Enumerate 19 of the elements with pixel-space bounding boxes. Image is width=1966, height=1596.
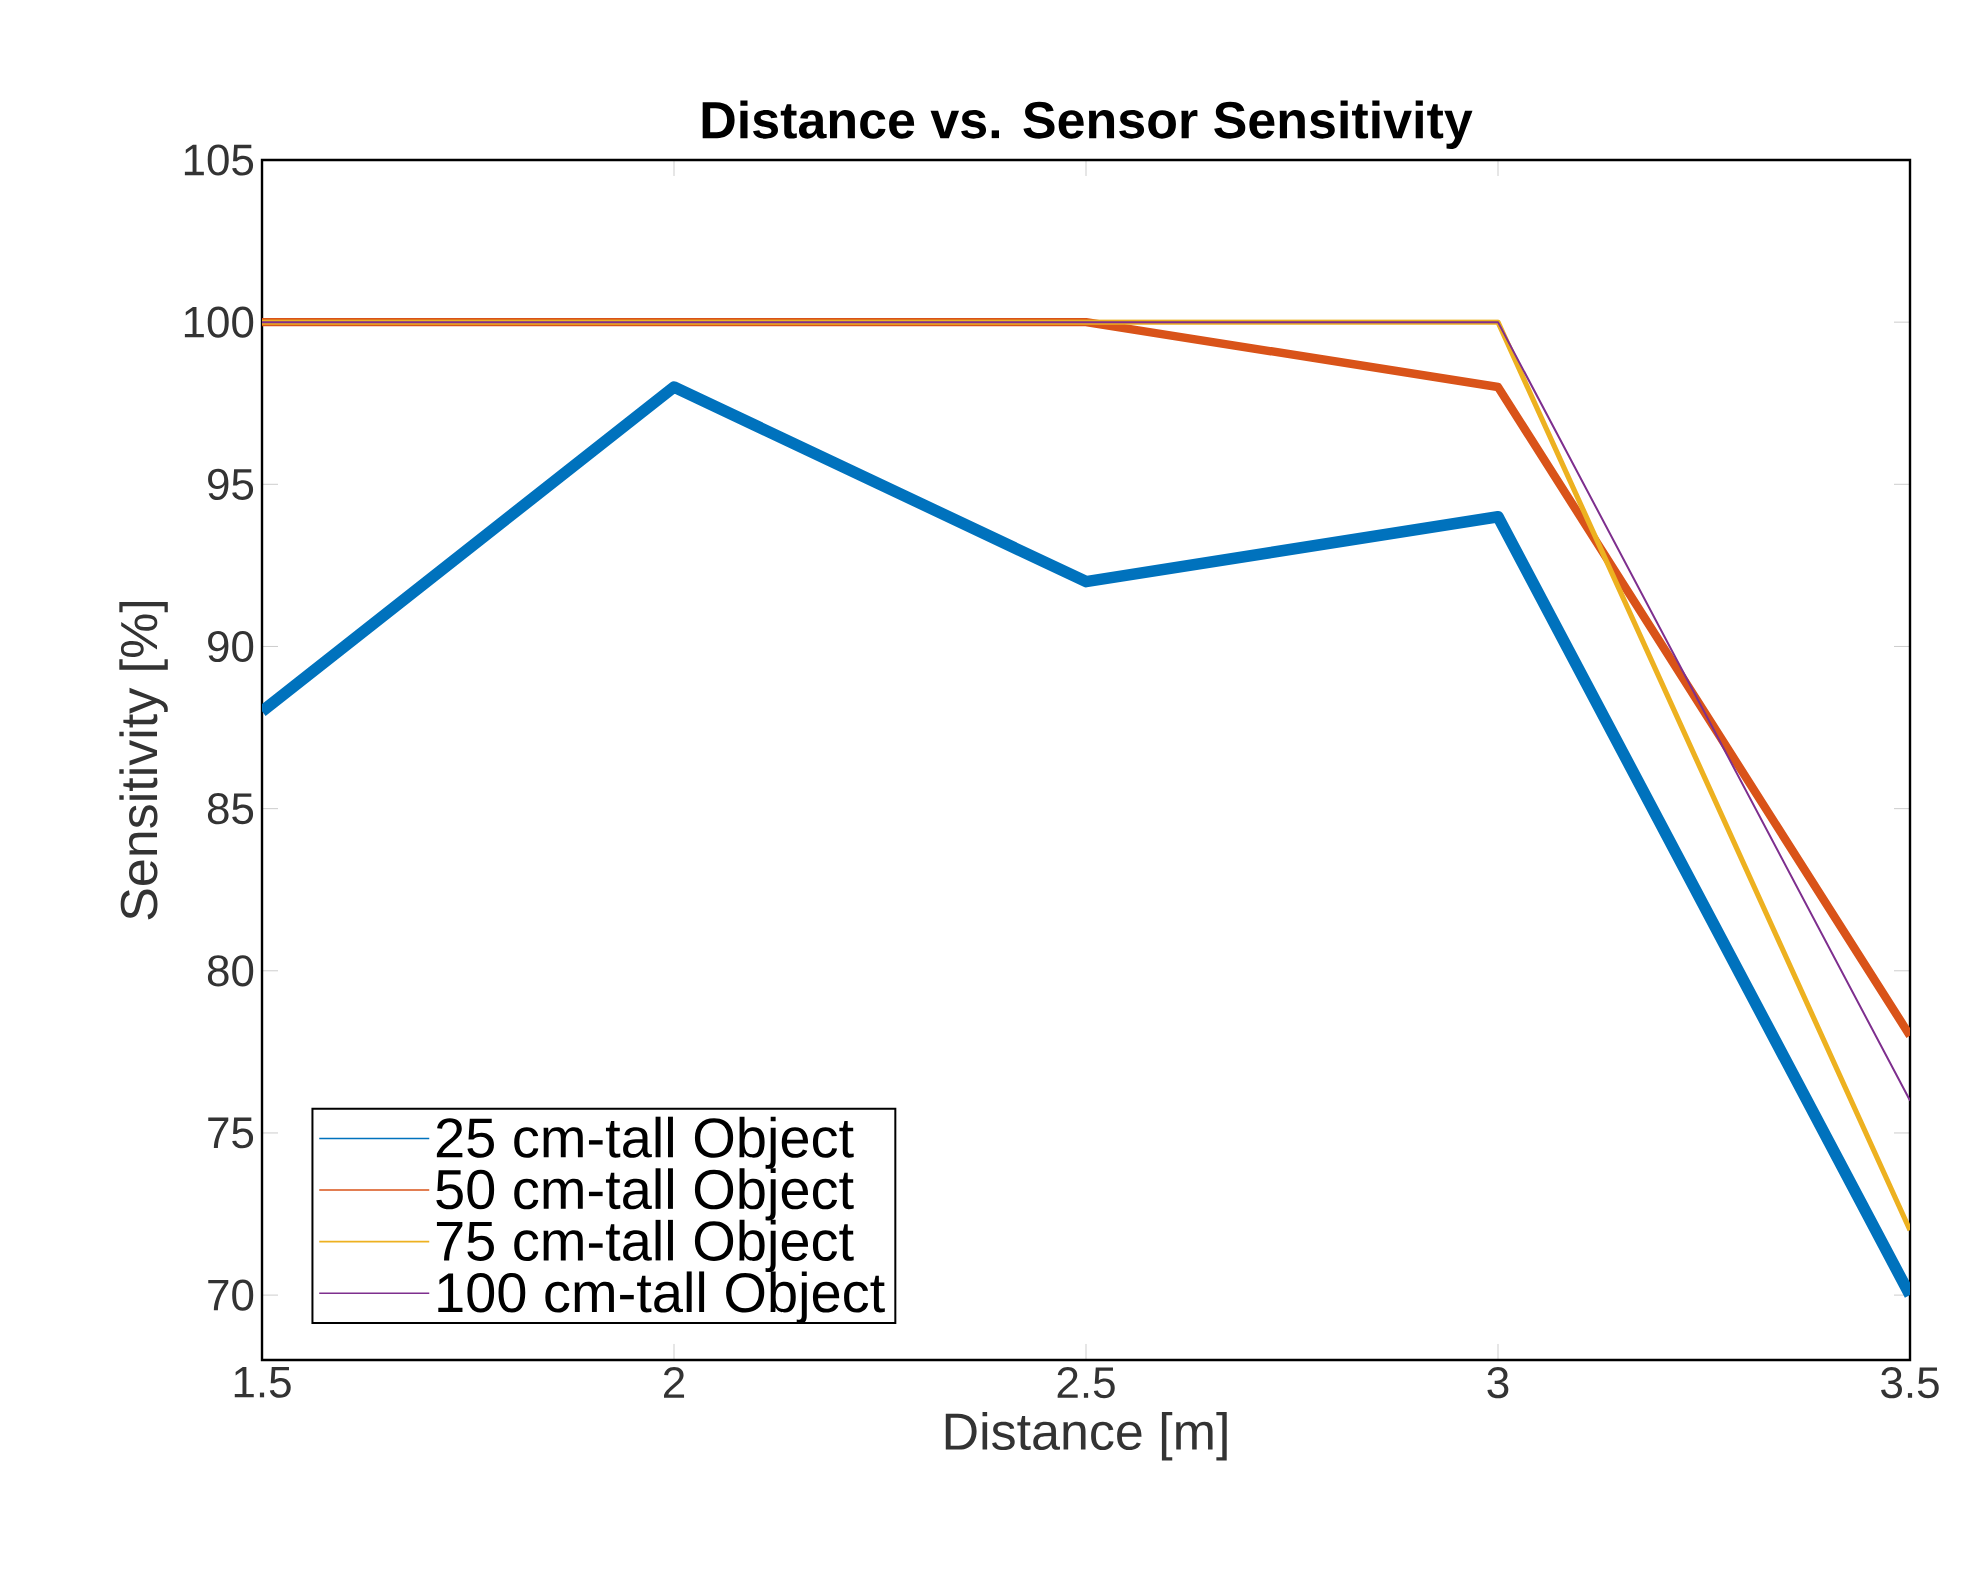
chart-title: Distance vs. Sensor Sensitivity xyxy=(702,100,1473,149)
y-tick-label: 95 xyxy=(208,468,254,500)
x-tick-label: 2.5 xyxy=(1057,1367,1115,1399)
y-tick-label: 90 xyxy=(208,630,254,663)
y-tick-label: 80 xyxy=(207,955,254,987)
x-tick-label: 3.5 xyxy=(1881,1367,1939,1399)
y-tick-label: 100 xyxy=(184,306,254,338)
y-tick-label: 75 xyxy=(208,1117,254,1149)
legend-label: 100 cm-tall Object xyxy=(438,1271,885,1324)
legend-label: 50 cm-tall Object xyxy=(436,1168,854,1221)
x-axis-title: Distance [m] xyxy=(945,1411,1227,1461)
legend-label: 25 cm-tall Object xyxy=(436,1116,854,1169)
y-axis-title: Sensitivity [%] xyxy=(119,601,168,920)
x-tick-label: 2 xyxy=(664,1367,685,1398)
y-tick-label: 85 xyxy=(207,793,254,825)
x-tick-label: 1.5 xyxy=(234,1367,291,1398)
y-tick-label: 105 xyxy=(184,144,254,176)
x-tick-label: 3 xyxy=(1487,1367,1509,1399)
y-tick-label: 70 xyxy=(208,1279,254,1311)
